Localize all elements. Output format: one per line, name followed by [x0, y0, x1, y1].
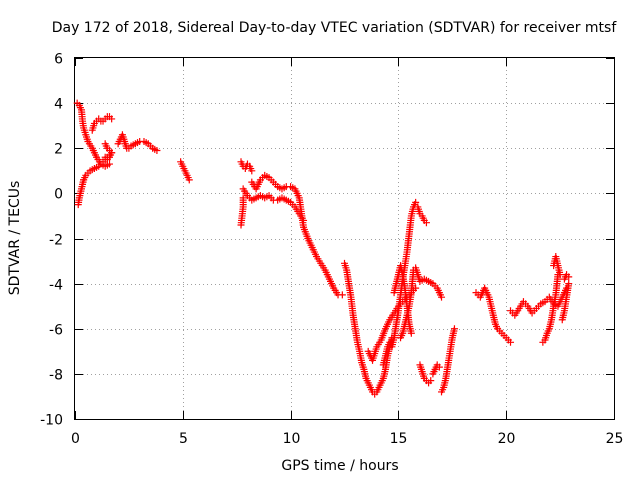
data-segment	[550, 253, 564, 279]
data-point	[422, 219, 430, 227]
y-tick-label: -6	[49, 323, 63, 339]
data-segment	[177, 158, 193, 184]
data-point	[108, 115, 116, 123]
data-segment	[412, 264, 446, 301]
data-point	[565, 273, 573, 281]
y-tick-label: -8	[49, 368, 63, 384]
chart-title: Day 172 of 2018, Sidereal Day-to-day VTE…	[52, 20, 618, 36]
x-axis-label: GPS time / hours	[281, 458, 398, 474]
data-segment	[237, 194, 247, 229]
data-segment	[248, 171, 346, 299]
x-tick-label: 20	[498, 431, 516, 447]
data-segment	[558, 280, 573, 324]
grid-layer	[75, 58, 614, 419]
data-point	[153, 147, 161, 155]
data-point	[435, 363, 443, 371]
x-tick-label: 15	[390, 431, 408, 447]
data-segment	[99, 113, 116, 125]
data-point	[101, 140, 109, 148]
data-point	[407, 329, 415, 337]
data-segment	[560, 271, 573, 283]
data-segment	[114, 131, 161, 155]
data-point	[105, 160, 113, 168]
y-tick-label: 4	[54, 97, 63, 113]
data-segment	[88, 115, 105, 134]
data-point	[450, 325, 458, 333]
data-point	[101, 153, 109, 161]
data-segment	[539, 271, 562, 346]
y-axis-label: SDTVAR / TECUs	[7, 181, 23, 296]
data-segment	[73, 99, 113, 170]
data-segment	[472, 284, 515, 346]
y-tick-label: -2	[49, 233, 63, 249]
y-tick-label: 0	[54, 187, 63, 203]
data-point	[185, 176, 193, 184]
data-points	[73, 99, 573, 398]
y-tick-label: -4	[49, 278, 63, 294]
data-segment	[429, 361, 443, 378]
data-point	[427, 377, 435, 385]
data-point	[556, 271, 564, 279]
data-point	[239, 194, 247, 202]
x-tick-label: 25	[606, 431, 624, 447]
data-segment	[507, 284, 571, 319]
data-segment	[438, 325, 458, 396]
plot-frame	[74, 57, 615, 420]
y-tick-label: 2	[54, 142, 63, 158]
data-point	[507, 338, 515, 346]
data-point	[412, 198, 420, 206]
x-tick-label: 0	[71, 431, 80, 447]
data-point	[248, 167, 256, 175]
data-segment	[414, 203, 430, 227]
x-axis-ticks: 0 5 10 15 20 25	[71, 58, 623, 447]
data-segment	[397, 266, 417, 342]
data-point	[438, 293, 446, 301]
y-tick-label: -10	[40, 413, 63, 429]
data-segment	[101, 149, 116, 164]
data-point	[338, 291, 346, 299]
data-segment	[416, 361, 435, 387]
x-tick-label: 5	[179, 431, 188, 447]
data-point	[565, 280, 573, 288]
data-segment	[237, 158, 256, 175]
y-tick-label: 6	[54, 52, 63, 68]
x-tick-label: 10	[283, 431, 301, 447]
data-segment	[74, 176, 88, 209]
